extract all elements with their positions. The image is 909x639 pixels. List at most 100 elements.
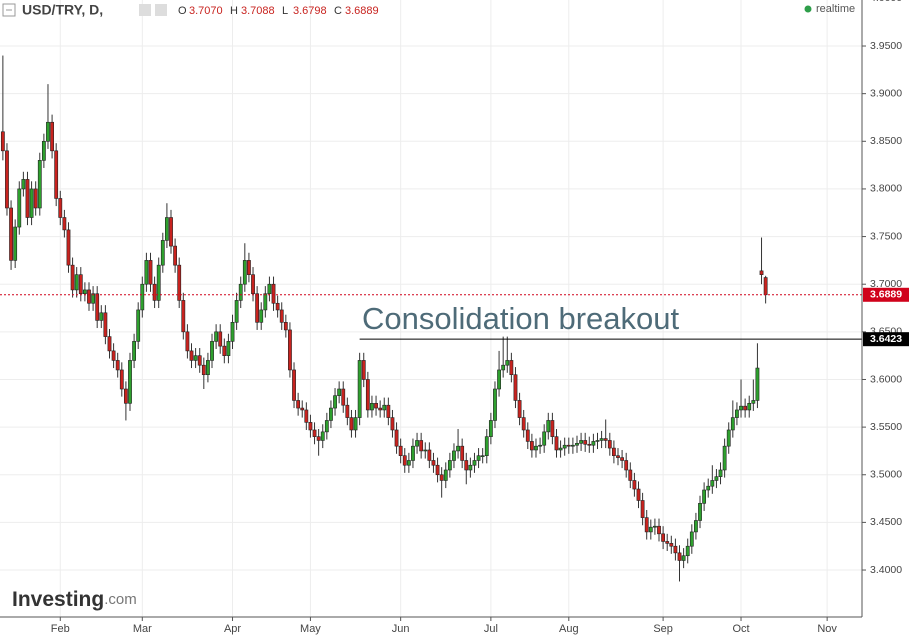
candle-body	[464, 460, 469, 471]
candle-body	[148, 260, 153, 285]
candle-body	[685, 545, 690, 557]
candle-body	[525, 429, 530, 442]
candle-body	[222, 345, 227, 356]
candle-body	[218, 331, 223, 347]
x-tick-label: Jun	[392, 623, 410, 635]
candle-body	[534, 445, 538, 451]
candle-body	[616, 455, 620, 458]
symbol-title: USD/TRY, D,	[22, 2, 103, 18]
candle-body	[382, 404, 387, 411]
candle-body	[570, 444, 575, 447]
close-icon[interactable]	[155, 4, 167, 16]
candle-body	[152, 283, 157, 301]
candle-body	[472, 460, 477, 466]
y-tick-label: 3.5000	[870, 469, 902, 481]
ohlc-value: 3.6798	[293, 5, 327, 17]
candle-body	[283, 322, 288, 331]
settings-icon[interactable]	[139, 4, 151, 16]
candle-body	[603, 438, 608, 441]
candle-body	[288, 329, 292, 371]
candle-body	[279, 309, 284, 323]
x-tick-label: Sep	[653, 623, 673, 635]
candle-body	[554, 436, 559, 451]
ohlc-value: 3.7070	[189, 5, 223, 17]
annotation: Consolidation breakout	[362, 301, 679, 336]
candle-body	[488, 420, 493, 437]
y-tick-label: 3.4000	[870, 564, 902, 576]
candle-body	[423, 449, 428, 452]
candle-body	[9, 207, 13, 261]
candle-body	[644, 517, 649, 533]
candle-body	[735, 409, 739, 418]
x-tick-label: Oct	[732, 623, 749, 635]
candle-body	[386, 404, 391, 418]
candle-body	[292, 369, 296, 401]
candle-body	[201, 364, 206, 376]
candle-body	[562, 444, 567, 449]
candle-body	[181, 300, 186, 333]
candle-body	[140, 283, 145, 311]
y-tick-label: 3.9000	[870, 87, 902, 99]
candle-body	[517, 400, 522, 418]
candle-body	[230, 322, 235, 342]
candle-body	[333, 395, 337, 409]
candle-body	[484, 436, 489, 456]
candle-body	[17, 188, 22, 228]
candle-body	[312, 429, 317, 437]
candle-body	[747, 402, 752, 411]
candle-body	[165, 217, 169, 241]
candle-body	[214, 331, 219, 342]
candle-body	[435, 464, 440, 476]
last-price-label: 3.6889	[870, 289, 902, 301]
candle-body	[632, 480, 637, 490]
x-tick-label: Nov	[817, 623, 837, 635]
candle-body	[677, 552, 682, 561]
candle-body	[0, 131, 5, 152]
candle-body	[427, 449, 432, 461]
candle-body	[304, 409, 309, 423]
candle-body	[681, 555, 686, 561]
candle-body	[583, 440, 588, 445]
candle-body	[558, 447, 563, 451]
candle-body	[238, 283, 243, 301]
candle-body	[226, 341, 231, 356]
y-tick-label: 4.0000	[870, 0, 902, 4]
ohlc-label: H	[230, 5, 238, 17]
candle-body	[21, 179, 26, 190]
y-tick-label: 3.4500	[870, 516, 902, 528]
candle-body	[657, 525, 661, 535]
y-tick-label: 3.6000	[870, 373, 902, 385]
candle-body	[70, 264, 75, 291]
candle-body	[714, 476, 719, 481]
candle-body	[169, 217, 173, 247]
candle-body	[46, 121, 50, 142]
candle-body	[189, 350, 194, 361]
logo-suffix: .com	[104, 591, 137, 608]
logo-main: Investing	[12, 588, 104, 611]
candle-body	[50, 121, 54, 152]
collapse-icon[interactable]	[2, 3, 16, 17]
candle-body	[402, 455, 407, 466]
candle-body	[374, 402, 378, 409]
candle-body	[259, 309, 264, 323]
candle-body	[357, 360, 362, 418]
candle-body	[271, 283, 276, 304]
candle-body	[300, 407, 305, 411]
candle-body	[726, 429, 731, 447]
candle-body	[415, 440, 419, 447]
candle-body	[337, 388, 342, 396]
candle-body	[99, 312, 104, 321]
candle-body	[636, 488, 641, 501]
candle-body	[710, 480, 715, 487]
candle-body	[443, 469, 448, 481]
candle-body	[763, 277, 768, 296]
candle-body	[480, 455, 485, 457]
candle-body	[439, 474, 444, 481]
candle-body	[25, 179, 30, 218]
candle-body	[620, 457, 624, 461]
candle-body	[82, 289, 87, 295]
candle-body	[587, 443, 592, 446]
x-tick-label: Aug	[559, 623, 579, 635]
y-tick-label: 3.7000	[870, 278, 902, 290]
